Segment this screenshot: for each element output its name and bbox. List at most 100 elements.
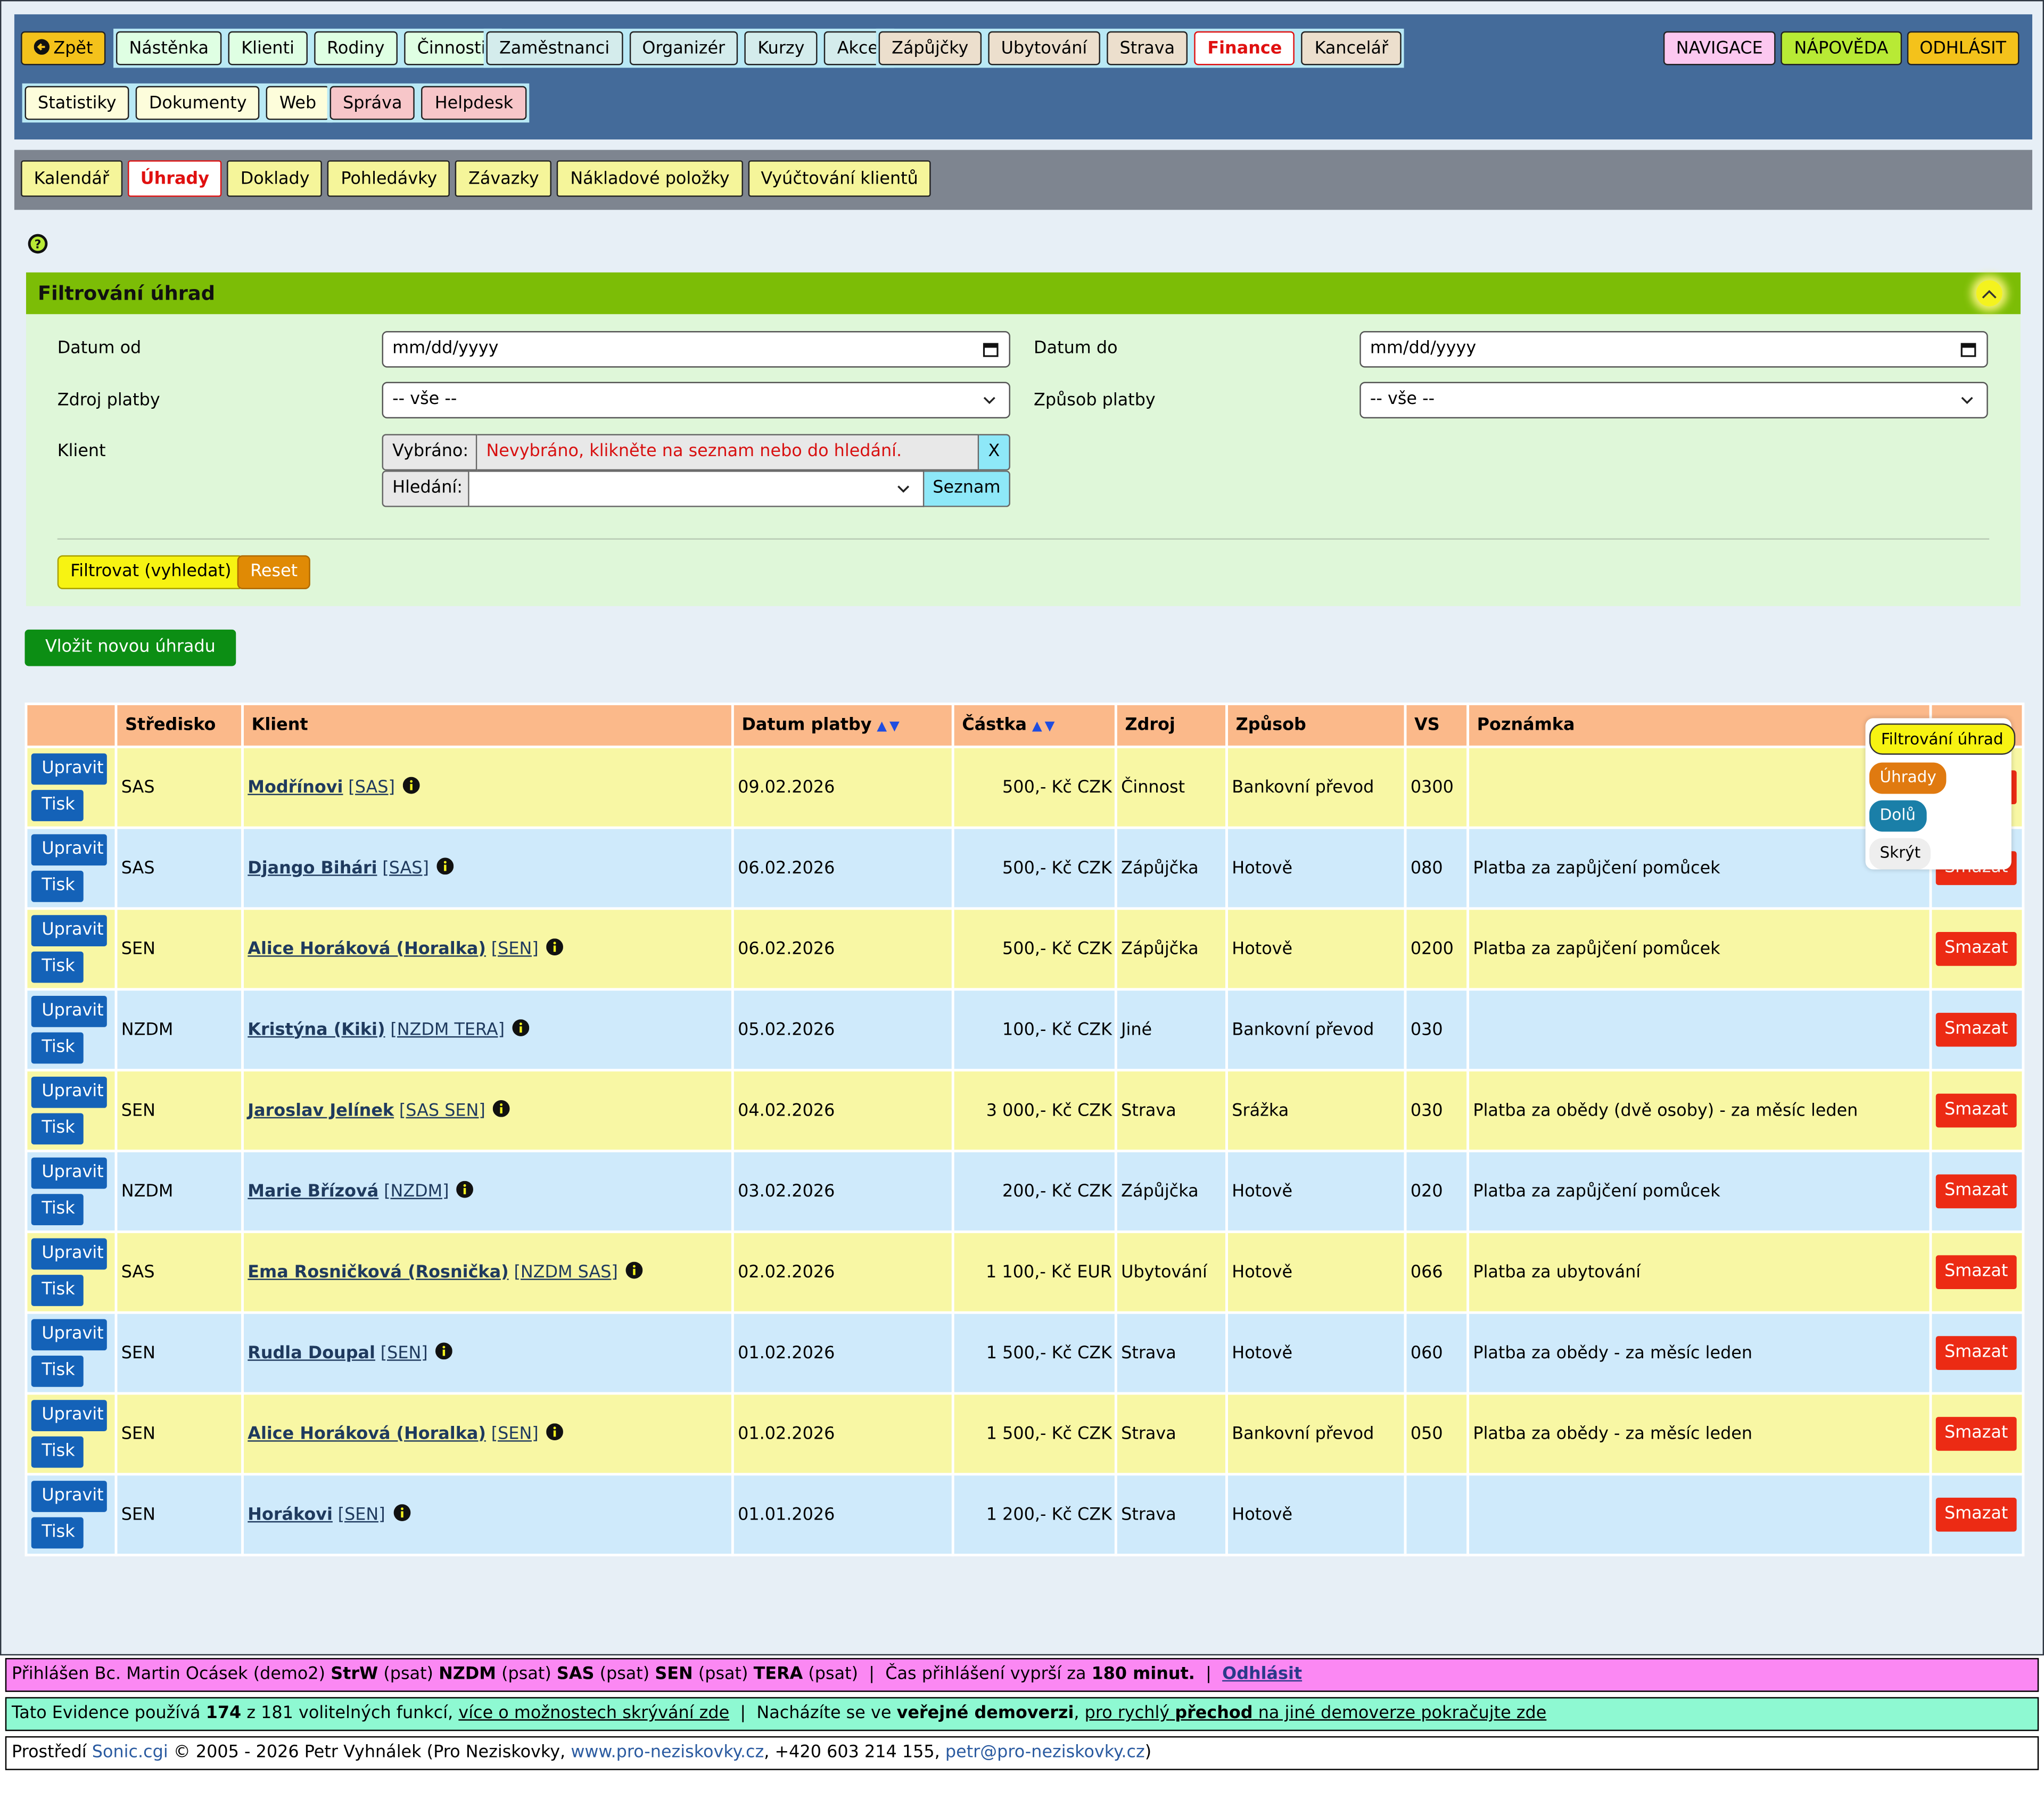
client-link[interactable]: Jaroslav Jelínek [248,1101,394,1120]
float-hide-button[interactable]: Skrýt [1869,838,1931,870]
edit-button[interactable]: Upravit [31,915,107,946]
delete-button[interactable]: Smazat [1935,1093,2017,1128]
web-link[interactable]: www.pro-neziskovky.cz [571,1743,764,1763]
client-center-tag[interactable]: [SEN] [491,939,539,959]
subnav-nakladove-polozky[interactable]: Nákladové položky [557,160,743,197]
client-link[interactable]: Kristýna (Kiki) [248,1020,385,1040]
nav-zapujcky[interactable]: Zápůjčky [878,31,982,65]
edit-button[interactable]: Upravit [31,1238,107,1270]
edit-button[interactable]: Upravit [31,1076,107,1108]
header-datum[interactable]: Datum platby ▲▼ [731,703,954,748]
nav-ubytovani[interactable]: Ubytování [988,31,1100,65]
nav-zamestnanci[interactable]: Zaměstnanci [486,31,623,65]
client-link[interactable]: Alice Horáková (Horalka) [248,1424,486,1444]
float-filter-button[interactable]: Filtrování úhrad [1869,723,2015,755]
logout-top-button[interactable]: ODHLÁSIT [1906,31,2020,65]
info-icon[interactable] [457,1180,474,1203]
info-icon[interactable] [402,776,420,798]
nav-sprava[interactable]: Správa [329,86,415,120]
hiding-info-link[interactable]: více o možnostech skrývání zde [458,1703,730,1723]
client-center-tag[interactable]: [NZDM TERA] [390,1020,505,1040]
client-center-tag[interactable]: [SEN] [337,1505,385,1525]
subnav-zavazky[interactable]: Závazky [455,160,553,197]
client-link[interactable]: Ema Rosničková (Rosnička) [248,1262,509,1282]
client-center-tag[interactable]: [SEN] [380,1343,428,1363]
demo-switch-link[interactable]: pro rychlý přechod na jiné demoverze pok… [1085,1704,1547,1723]
delete-button[interactable]: Smazat [1935,1174,2017,1209]
print-button[interactable]: Tisk [31,951,84,983]
print-button[interactable]: Tisk [31,1517,84,1549]
info-icon[interactable] [493,1099,510,1122]
help-button[interactable]: NÁPOVĚDA [1781,31,1901,65]
client-link[interactable]: Modřínovi [248,777,343,797]
source-select[interactable]: -- vše -- [382,382,1010,419]
client-link[interactable]: Django Bihári [248,858,377,878]
nav-dokumenty[interactable]: Dokumenty [136,86,260,120]
info-icon[interactable] [512,1018,530,1041]
filter-reset-button[interactable]: Reset [237,555,311,589]
method-select[interactable]: -- vše -- [1359,382,1988,419]
edit-button[interactable]: Upravit [31,834,107,866]
clear-client-button[interactable]: X [979,434,1010,471]
info-icon[interactable] [625,1261,643,1283]
client-center-tag[interactable]: [SEN] [491,1424,539,1444]
edit-button[interactable]: Upravit [31,1481,107,1512]
date-from-input[interactable]: mm/dd/yyyy [382,331,1010,368]
new-payment-button[interactable]: Vložit novou úhradu [24,629,236,666]
header-castka[interactable]: Částka ▲▼ [951,703,1117,748]
print-button[interactable]: Tisk [31,1113,84,1145]
print-button[interactable]: Tisk [31,790,84,821]
edit-button[interactable]: Upravit [31,753,107,785]
sort-arrows-icon[interactable]: ▲▼ [877,719,902,734]
navigation-button[interactable]: NAVIGACE [1663,31,1776,65]
edit-button[interactable]: Upravit [31,1400,107,1432]
client-center-tag[interactable]: [SAS SEN] [399,1101,485,1120]
info-icon[interactable] [435,1342,453,1364]
nav-nastenka[interactable]: Nástěnka [116,31,222,65]
sort-arrows-icon[interactable]: ▲▼ [1032,719,1058,734]
edit-button[interactable]: Upravit [31,1157,107,1189]
date-to-input[interactable]: mm/dd/yyyy [1359,331,1988,368]
delete-button[interactable]: Smazat [1935,932,2017,966]
client-center-tag[interactable]: [NZDM] [384,1182,449,1201]
nav-kancelar[interactable]: Kancelář [1301,31,1402,65]
collapse-button[interactable] [1976,280,2002,307]
info-icon[interactable] [546,938,564,960]
subnav-vyuctovani-klientu[interactable]: Vyúčtování klientů [747,160,932,197]
edit-button[interactable]: Upravit [31,1319,107,1351]
print-button[interactable]: Tisk [31,1194,84,1226]
nav-finance[interactable]: Finance [1194,31,1295,65]
help-icon[interactable]: ? [27,233,48,259]
client-link[interactable]: Horákovi [248,1505,333,1525]
delete-button[interactable]: Smazat [1935,1417,2017,1451]
delete-button[interactable]: Smazat [1935,1336,2017,1370]
client-list-button[interactable]: Seznam [924,471,1010,507]
subnav-kalendar[interactable]: Kalendář [21,160,122,197]
info-icon[interactable] [436,857,454,879]
nav-kurzy[interactable]: Kurzy [744,31,818,65]
nav-klienti[interactable]: Klienti [228,31,308,65]
nav-strava[interactable]: Strava [1107,31,1188,65]
print-button[interactable]: Tisk [31,1032,84,1064]
nav-helpdesk[interactable]: Helpdesk [422,86,526,120]
nav-organizer[interactable]: Organizér [629,31,738,65]
env-link[interactable]: Sonic.cgi [92,1743,168,1763]
filter-header[interactable]: Filtrování úhrad [26,272,2021,315]
float-down-button[interactable]: Dolů [1869,800,1926,832]
back-button[interactable]: Zpět [21,31,106,65]
float-payments-button[interactable]: Úhrady [1869,762,1947,794]
client-link[interactable]: Marie Břízová [248,1182,379,1201]
email-link[interactable]: petr@pro-neziskovky.cz [945,1743,1145,1763]
print-button[interactable]: Tisk [31,870,84,902]
filter-submit-button[interactable]: Filtrovat (vyhledat) [57,555,245,589]
client-link[interactable]: Rudla Doupal [248,1343,375,1363]
client-link[interactable]: Alice Horáková (Horalka) [248,939,486,959]
delete-button[interactable]: Smazat [1935,1497,2017,1532]
nav-statistiky[interactable]: Statistiky [24,86,130,120]
nav-web[interactable]: Web [266,86,329,120]
delete-button[interactable]: Smazat [1935,1255,2017,1290]
subnav-uhrady[interactable]: Úhrady [127,160,222,197]
print-button[interactable]: Tisk [31,1275,84,1306]
client-center-tag[interactable]: [SAS] [348,777,395,797]
print-button[interactable]: Tisk [31,1355,84,1387]
